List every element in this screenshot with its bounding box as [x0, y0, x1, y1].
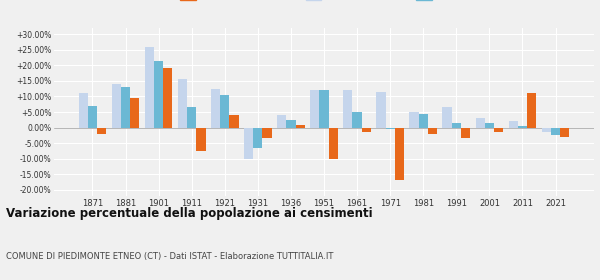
Bar: [461, 128, 470, 138]
Legend: Piedimonte Etneo, Provincia di CT, Sicilia: Piedimonte Etneo, Provincia di CT, Sicil…: [176, 0, 472, 5]
Bar: [163, 68, 172, 128]
Bar: [296, 125, 305, 128]
Bar: [130, 98, 139, 128]
Bar: [211, 89, 220, 128]
Bar: [485, 123, 494, 128]
Bar: [476, 118, 485, 128]
Bar: [262, 128, 272, 138]
Bar: [527, 93, 536, 128]
Bar: [329, 128, 338, 159]
Bar: [253, 128, 262, 148]
Bar: [112, 84, 121, 128]
Text: Variazione percentuale della popolazione ai censimenti: Variazione percentuale della popolazione…: [6, 207, 373, 220]
Bar: [362, 128, 371, 132]
Bar: [494, 128, 503, 132]
Bar: [509, 121, 518, 128]
Bar: [229, 115, 239, 128]
Bar: [452, 123, 461, 128]
Bar: [79, 93, 88, 128]
Bar: [343, 90, 352, 128]
Bar: [121, 87, 130, 128]
Bar: [277, 115, 286, 128]
Bar: [395, 128, 404, 180]
Bar: [352, 112, 362, 128]
Bar: [319, 90, 329, 128]
Bar: [187, 107, 196, 128]
Bar: [196, 128, 206, 151]
Text: COMUNE DI PIEDIMONTE ETNEO (CT) - Dati ISTAT - Elaborazione TUTTITALIA.IT: COMUNE DI PIEDIMONTE ETNEO (CT) - Dati I…: [6, 252, 334, 261]
Bar: [428, 128, 437, 134]
Bar: [551, 128, 560, 135]
Bar: [97, 128, 106, 134]
Bar: [542, 128, 551, 132]
Bar: [286, 120, 296, 128]
Bar: [154, 61, 163, 128]
Bar: [244, 128, 253, 159]
Bar: [518, 126, 527, 128]
Bar: [419, 114, 428, 128]
Bar: [409, 112, 419, 128]
Bar: [220, 95, 229, 128]
Bar: [178, 79, 187, 128]
Bar: [442, 107, 452, 128]
Bar: [386, 128, 395, 129]
Bar: [88, 106, 97, 128]
Bar: [145, 47, 154, 128]
Bar: [376, 92, 386, 128]
Bar: [310, 90, 319, 128]
Bar: [560, 128, 569, 137]
